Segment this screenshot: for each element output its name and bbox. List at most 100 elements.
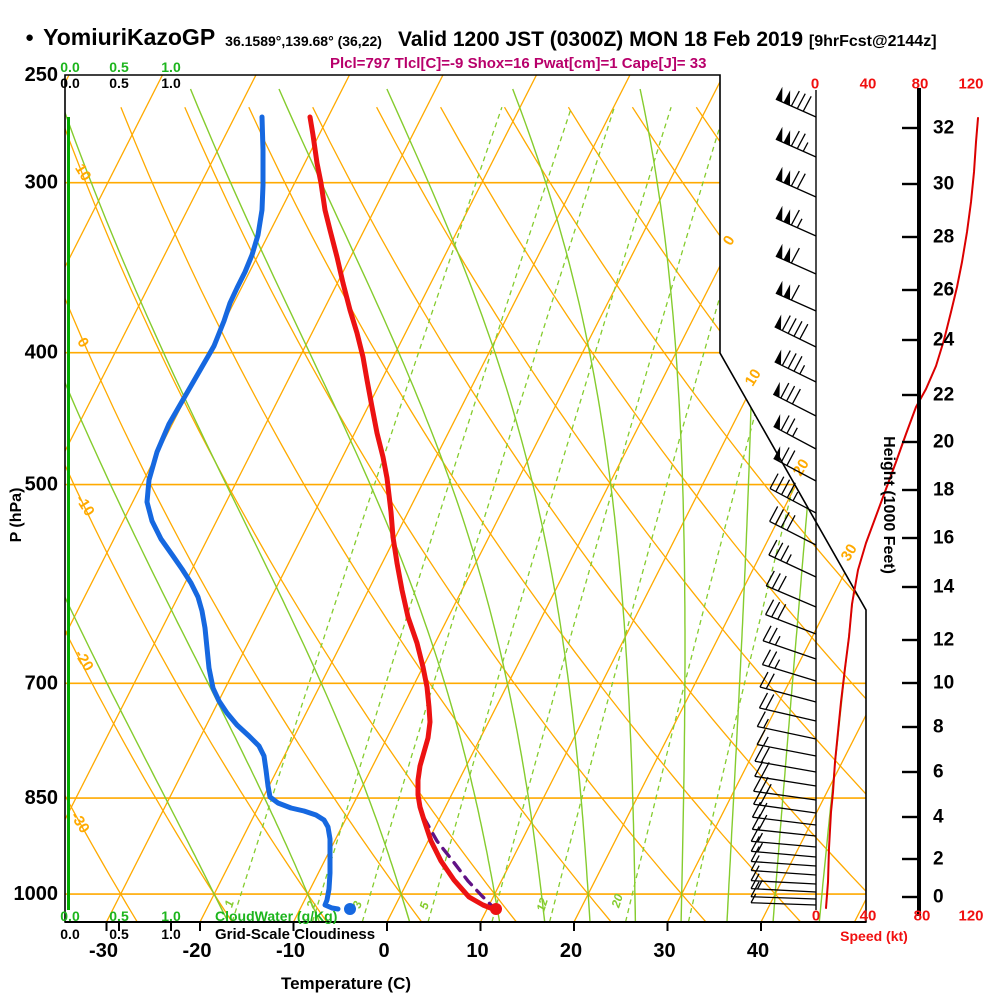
- height-tick-label: 30: [933, 174, 954, 195]
- speed-tick-label: 0: [812, 908, 820, 925]
- dry-adiabat-line: [120, 106, 612, 922]
- wind-barb: [762, 625, 817, 660]
- temperature-tick-label: -10: [276, 940, 305, 962]
- speed-tick-label: 40: [860, 76, 877, 93]
- mixing-ratio-line: [491, 107, 727, 922]
- sounding-params: Plcl=797 Tlcl[C]=-9 Shox=16 Pwat[cm]=1 C…: [330, 55, 707, 72]
- wind-barb: [756, 729, 817, 757]
- dry-adiabat-line: [376, 106, 866, 922]
- isotherm-label: 30: [838, 541, 861, 564]
- mixing-ratio-label: 3: [350, 899, 365, 910]
- wind-barb: [772, 381, 817, 417]
- dry-adiabat-line: [65, 107, 233, 922]
- parcel-path-curve: [422, 816, 494, 908]
- wind-barb: [750, 855, 817, 876]
- wind-barb: [775, 280, 817, 312]
- temperature-tick-label: 20: [560, 940, 582, 962]
- skewt-grid: [65, 75, 866, 922]
- height-tick-label: 22: [933, 385, 954, 406]
- wind-barb: [750, 881, 817, 900]
- wind-barb: [759, 671, 817, 703]
- valid-time-row: Valid 1200 JST (0300Z) MON 18 Feb 2019 […: [398, 28, 937, 52]
- isotherm-line: [382, 75, 821, 922]
- wind-barb: [774, 349, 817, 383]
- dry-adiabat-label: 0: [73, 335, 92, 351]
- dry-adiabat-line: [440, 106, 866, 922]
- height-tick-label: 0: [933, 887, 944, 908]
- dry-adiabat-line: [695, 106, 866, 922]
- height-tick-label: 24: [933, 330, 955, 351]
- height-tick-label: 26: [933, 280, 954, 301]
- speed-tick-label: 0: [811, 76, 819, 93]
- station-coords: 36.1589°,139.68° (36,22): [225, 32, 382, 49]
- wind-barb: [758, 692, 817, 722]
- wind-barb: [751, 814, 817, 837]
- wind-barbs: [750, 86, 817, 906]
- mixing-ratio-line: [548, 107, 776, 922]
- wind-barb: [773, 414, 817, 450]
- cloudiness-scale-tick: 0.0: [60, 75, 80, 91]
- temperature-tick-label: -30: [89, 940, 118, 962]
- surface-dewpoint-dot: [344, 903, 356, 915]
- height-tick-label: 32: [933, 118, 954, 139]
- temperature-tick-label: 40: [747, 940, 769, 962]
- dry-adiabat-label: 10: [71, 161, 94, 184]
- height-tick-label: 28: [933, 227, 954, 248]
- wind-barb: [774, 314, 817, 348]
- speed-tick-label: 120: [958, 908, 983, 925]
- wind-barb: [775, 126, 817, 158]
- pressure-tick-label: 400: [25, 342, 58, 364]
- wind-barb: [750, 836, 817, 858]
- mixing-ratio-line: [361, 107, 616, 922]
- pressure-tick-label: 1000: [14, 883, 59, 905]
- isotherm-label: 10: [742, 366, 765, 389]
- cloudwater-scale-tick: 1.0: [161, 59, 181, 75]
- mixing-ratio-label: 20: [608, 892, 626, 910]
- isotherm-line: [65, 75, 260, 922]
- dry-adiabat-line: [184, 106, 707, 922]
- height-tick-label: 18: [933, 480, 954, 501]
- wind-barb: [775, 205, 817, 237]
- height-tick-label: 2: [933, 849, 944, 870]
- wind-barb: [754, 745, 817, 773]
- cloudwater-scale-tick: 0.0: [60, 59, 80, 75]
- pressure-tick-label: 850: [25, 787, 58, 809]
- station-title: YomiuriKazoGP: [43, 24, 216, 50]
- height-tick-label: 8: [933, 717, 944, 738]
- pressure-tick-label: 500: [25, 474, 58, 496]
- dry-adiabat-label: -30: [67, 809, 93, 836]
- mixing-ratio-line: [427, 107, 672, 922]
- isotherm-label: 20: [790, 456, 813, 479]
- speed-axis-label: Speed (kt): [840, 928, 908, 944]
- wind-barb: [750, 873, 817, 893]
- mixing-ratio-line: [624, 107, 841, 922]
- wind-barb: [765, 570, 817, 608]
- wind-barb: [753, 788, 817, 814]
- header: ● YomiuriKazoGP 36.1589°,139.68° (36,22): [25, 24, 382, 51]
- height-tick-label: 16: [933, 528, 954, 549]
- height-tick-label: 20: [933, 432, 954, 453]
- wind-barb: [768, 539, 817, 578]
- height-axis-label: Height (1000 Feet): [880, 436, 897, 574]
- dry-adiabat-line: [248, 106, 801, 922]
- mixing-ratio-label: 1: [222, 898, 237, 909]
- wind-barb: [775, 243, 817, 275]
- mixing-ratio-label: 12: [533, 896, 551, 913]
- isotherm-line: [756, 75, 866, 922]
- pressure-tick-label: 700: [25, 672, 58, 694]
- speed-tick-label: 120: [958, 76, 983, 93]
- mixing-ratio-label: 2: [303, 899, 319, 911]
- pressure-tick-label: 250: [25, 64, 58, 86]
- isotherm-line: [569, 75, 866, 922]
- height-tick-label: 4: [933, 807, 944, 828]
- forecast-tag: [9hrFcst@2144z]: [808, 33, 937, 50]
- isotherm-line: [101, 75, 540, 922]
- temperature-tick-label: -20: [183, 940, 212, 962]
- surface-temperature-dot: [490, 903, 502, 915]
- wind-barb: [773, 446, 817, 482]
- cloudwater-scale-tick: 0.5: [109, 908, 129, 924]
- moist-adiabat-line: [189, 88, 501, 922]
- moist-adiabat-line: [65, 88, 411, 922]
- wind-barb: [769, 473, 817, 514]
- isotherm-line: [849, 75, 866, 922]
